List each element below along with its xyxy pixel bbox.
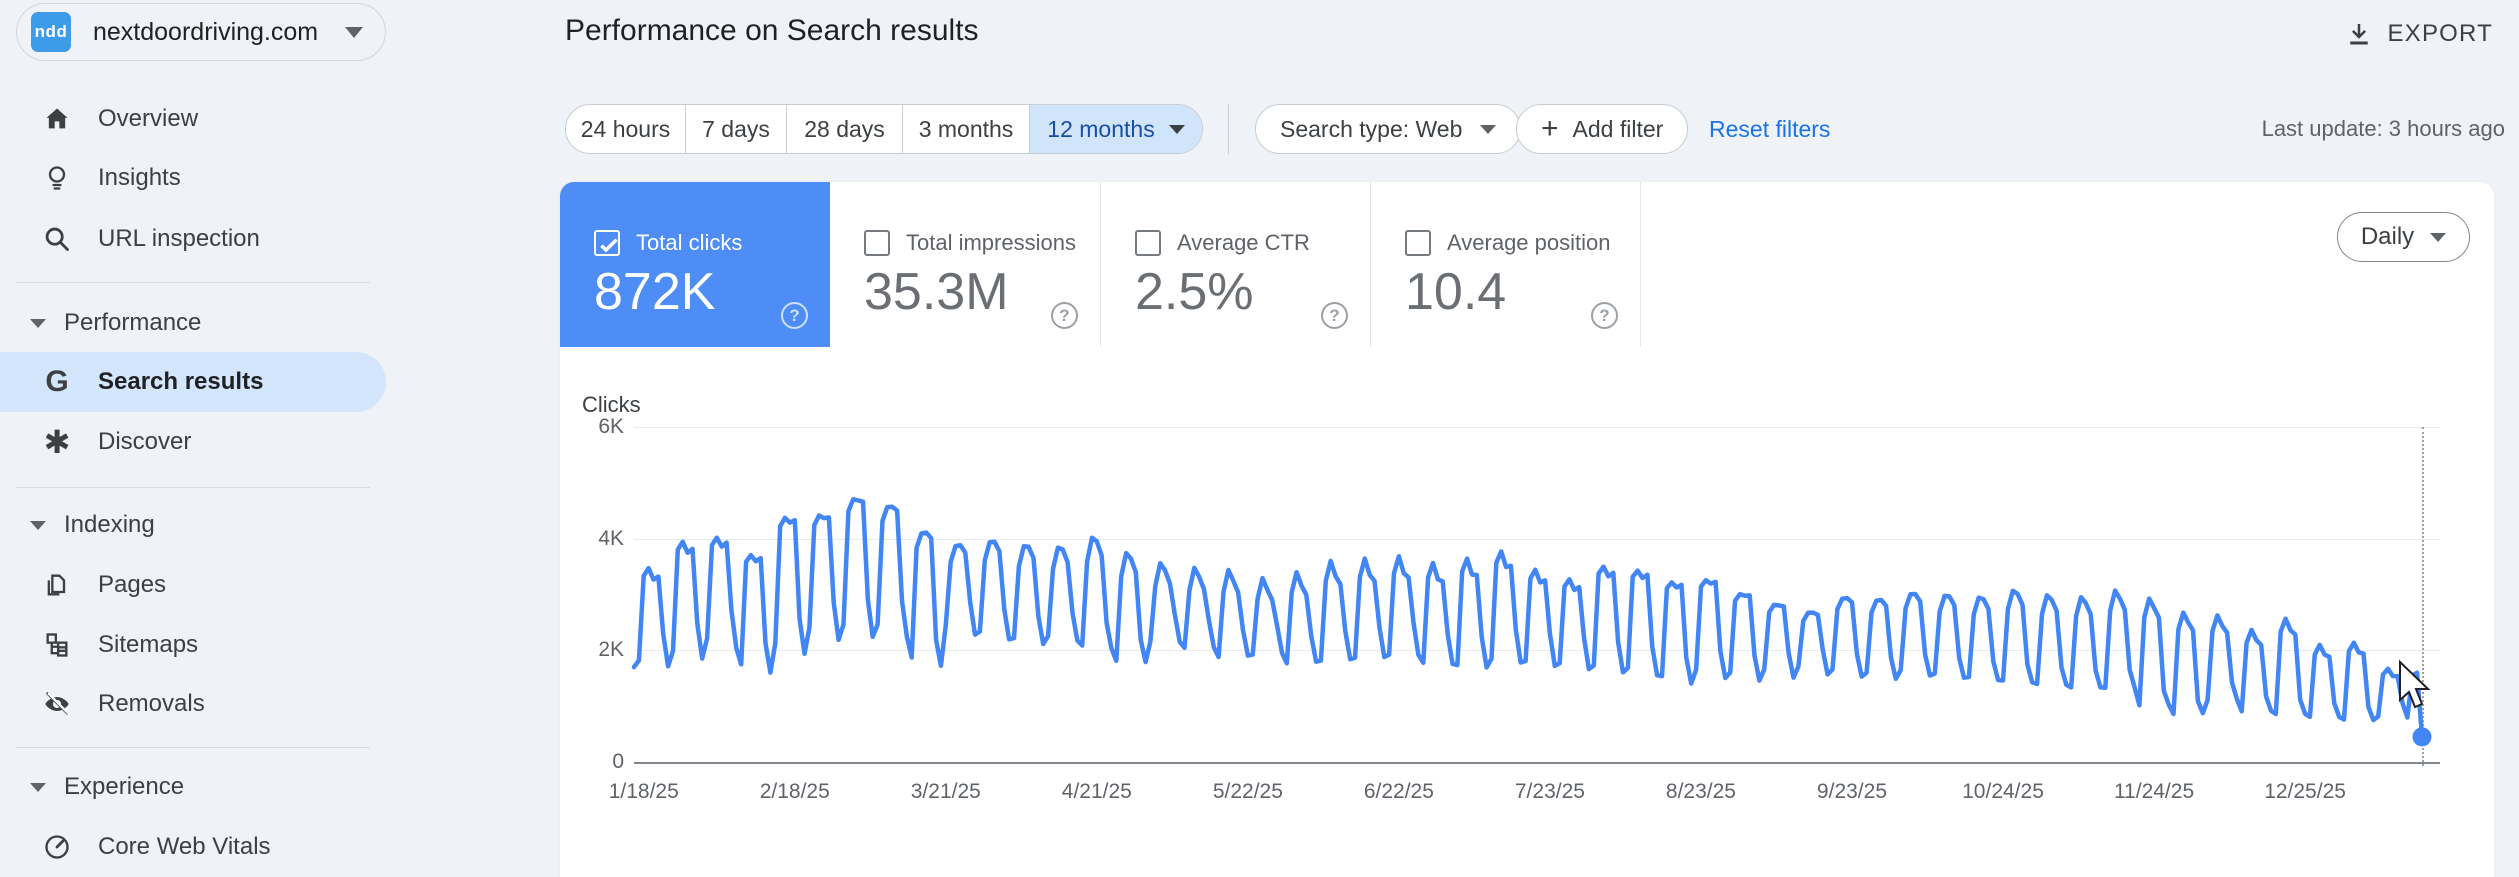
sidebar-item-discover[interactable]: ✱ Discover	[43, 424, 192, 460]
download-icon	[2349, 24, 2368, 45]
date-range-control: 24 hours 7 days 28 days 3 months 12 mont…	[565, 104, 1203, 154]
chart-axis-title: Clicks	[582, 392, 641, 417]
clicks-line-chart[interactable]	[560, 182, 2494, 877]
gridline	[634, 538, 2440, 540]
sidebar-divider	[16, 282, 370, 283]
x-axis-label: 3/21/25	[910, 780, 981, 803]
x-axis-label: 4/21/25	[1061, 780, 1132, 803]
sidebar-item-core-web-vitals[interactable]: Core Web Vitals	[0, 817, 388, 877]
add-filter-button[interactable]: + Add filter	[1516, 104, 1689, 154]
lightbulb-icon	[42, 163, 72, 193]
x-axis-label: 10/24/25	[1962, 780, 2044, 803]
sidebar-item-insights[interactable]: Insights	[0, 148, 388, 208]
mouse-cursor	[2399, 659, 2431, 709]
metric-card-average-ctr[interactable]: Average CTR 2.5% ?	[1100, 182, 1370, 347]
chevron-down-icon	[30, 782, 46, 792]
x-axis-label: 11/24/25	[2113, 780, 2195, 803]
search-type-filter[interactable]: Search type: Web	[1255, 104, 1522, 154]
page-title: Performance on Search results	[565, 14, 979, 47]
checkbox-unchecked[interactable]	[864, 230, 890, 256]
x-axis-label: 6/22/25	[1363, 780, 1434, 803]
home-icon	[42, 104, 72, 134]
range-3-months[interactable]: 3 months	[903, 105, 1030, 153]
x-axis-label: 1/18/25	[608, 780, 679, 803]
checkbox-unchecked[interactable]	[1405, 230, 1431, 256]
chevron-down-icon	[345, 26, 363, 38]
property-selector[interactable]: ndd nextdoordriving.com	[16, 3, 386, 61]
x-axis-label: 5/22/25	[1212, 780, 1283, 803]
filter-divider	[1228, 104, 1229, 154]
x-axis-label: 12/25/25	[2264, 780, 2346, 803]
sidebar-divider	[16, 747, 370, 748]
range-7-days[interactable]: 7 days	[686, 105, 787, 153]
chevron-down-icon	[30, 318, 46, 328]
gridline	[634, 762, 2440, 764]
search-icon	[42, 224, 72, 254]
checkbox-unchecked[interactable]	[1135, 230, 1161, 256]
sidebar-section-experience[interactable]: Experience	[0, 757, 388, 817]
chevron-down-icon	[1168, 124, 1185, 134]
property-name: nextdoordriving.com	[93, 17, 319, 46]
site-favicon: ndd	[31, 12, 71, 52]
plus-icon: +	[1541, 112, 1559, 145]
range-24-hours[interactable]: 24 hours	[566, 105, 686, 153]
sidebar-item-search-results[interactable]: G Search results	[0, 352, 386, 412]
sidebar-item-sitemaps[interactable]: Sitemaps	[0, 615, 388, 675]
x-axis-label: 7/23/25	[1514, 780, 1585, 803]
help-icon[interactable]: ?	[1051, 302, 1078, 329]
help-icon[interactable]: ?	[1321, 302, 1348, 329]
y-axis-label: 4K	[598, 526, 624, 550]
chevron-down-icon	[30, 520, 46, 530]
metric-card-average-position[interactable]: Average position 10.4 ?	[1370, 182, 1640, 347]
x-axis-label: 2/18/25	[759, 780, 830, 803]
granularity-selector[interactable]: Daily	[2337, 212, 2470, 262]
metric-card-total-impressions[interactable]: Total impressions 35.3M ?	[830, 182, 1100, 347]
x-axis-label: 8/23/25	[1665, 780, 1736, 803]
clicks-series-line	[631, 497, 2425, 740]
chevron-down-icon	[1480, 124, 1497, 134]
last-update-text: Last update: 3 hours ago	[2261, 116, 2505, 141]
pages-icon	[42, 570, 72, 600]
card-group-edge	[1640, 182, 1641, 347]
y-axis-label: 6K	[598, 415, 624, 439]
speedometer-icon	[42, 832, 72, 862]
google-g-icon: G	[45, 365, 69, 398]
performance-panel: Total clicks 872K ? Total impressions 35…	[560, 182, 2494, 877]
sidebar-section-performance[interactable]: Performance	[0, 293, 388, 353]
hover-indicator-line	[2422, 427, 2424, 766]
sidebar-section-indexing[interactable]: Indexing	[0, 495, 388, 555]
eye-off-icon	[42, 689, 72, 719]
sidebar-item-removals[interactable]: Removals	[0, 674, 388, 734]
reset-filters-link[interactable]: Reset filters	[1709, 116, 1831, 142]
discover-asterisk-icon: ✱	[43, 424, 71, 460]
help-icon[interactable]: ?	[1591, 302, 1618, 329]
range-12-months[interactable]: 12 months	[1030, 105, 1202, 153]
sitemap-icon	[42, 630, 72, 660]
sidebar-item-pages[interactable]: Pages	[0, 555, 388, 615]
range-28-days[interactable]: 28 days	[787, 105, 903, 153]
sidebar-item-url-inspection[interactable]: URL inspection	[0, 209, 388, 269]
gridline	[634, 427, 2440, 429]
export-button[interactable]: EXPORT	[2328, 14, 2509, 54]
checkbox-checked[interactable]	[594, 230, 620, 256]
endpoint-dot	[2412, 727, 2432, 747]
chevron-down-icon	[2430, 232, 2447, 242]
sidebar-divider	[16, 487, 370, 488]
sidebar-item-overview[interactable]: Overview	[0, 89, 388, 149]
y-axis-label: 2K	[598, 638, 624, 662]
x-axis-label: 9/23/25	[1816, 780, 1888, 803]
y-axis-label: 0	[612, 750, 624, 773]
gridline	[634, 650, 2440, 652]
help-icon[interactable]: ?	[781, 302, 808, 329]
metric-card-total-clicks[interactable]: Total clicks 872K ?	[560, 182, 830, 347]
